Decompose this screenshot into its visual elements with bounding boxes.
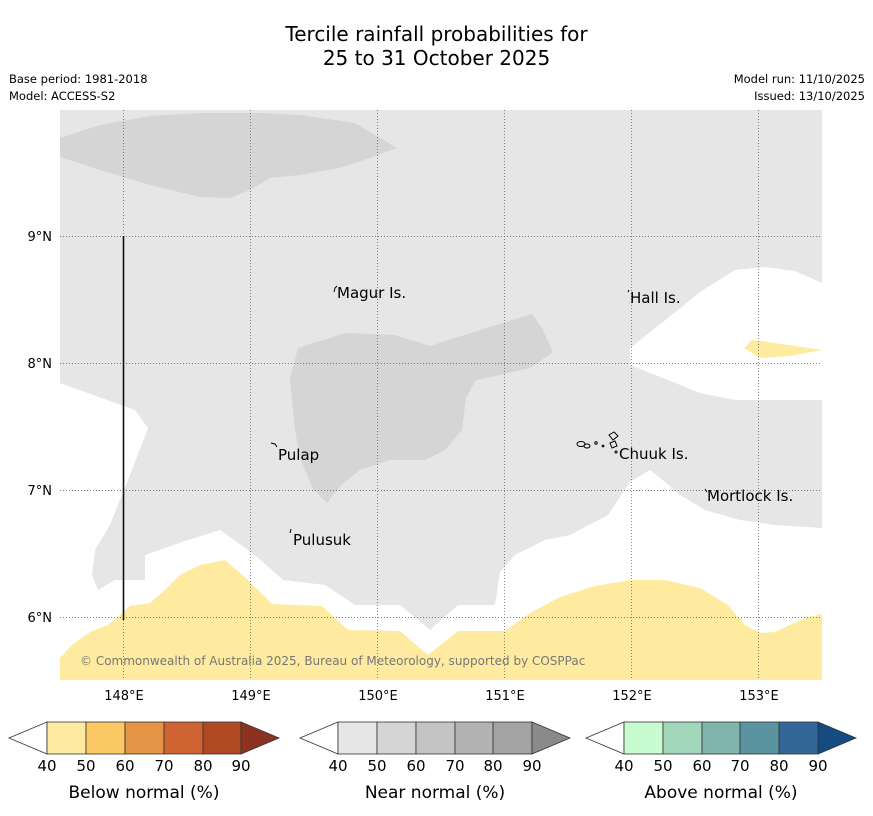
legend-above-tick-80: 80 [769, 757, 788, 775]
lon-tick-149: 149°E [231, 689, 271, 704]
legend-near-tick-80: 80 [483, 757, 502, 775]
legend-near-ticks: 40 50 60 70 80 90 [328, 757, 541, 775]
legend-above-tick-90: 90 [808, 757, 827, 775]
lat-tick-7: 7°N [28, 484, 53, 499]
legend-below-tick-50: 50 [76, 757, 95, 775]
lon-tick-150: 150°E [358, 689, 398, 704]
lat-tick-labels: 6°N 7°N 8°N 9°N [28, 230, 53, 626]
legend-above-normal [584, 721, 858, 755]
legend-above-under-arrow [584, 721, 625, 755]
pulap-island-shape [270, 442, 278, 448]
title-line-2: 25 to 31 October 2025 [322, 46, 551, 70]
lat-tick-8: 8°N [28, 357, 53, 372]
legend-near-swatch-5 [492, 721, 533, 755]
legend-above-swatch-5 [778, 721, 819, 755]
title-line-1: Tercile rainfall probabilities for [285, 22, 588, 46]
legend-near-title: Near normal (%) [365, 783, 505, 803]
legend-below-swatch-4 [163, 721, 204, 755]
legend-below-tick-60: 60 [115, 757, 134, 775]
legend-near-under-arrow [298, 721, 339, 755]
island-label-hall: Hall Is. [630, 289, 681, 307]
legend-above-swatch-3 [701, 721, 741, 755]
mortlock-island-shape [704, 488, 708, 493]
legend-below-swatch-5 [202, 721, 242, 755]
legend-below-title: Below normal (%) [69, 783, 220, 803]
legend-above-tick-60: 60 [692, 757, 711, 775]
lat-tick-6: 6°N [28, 611, 53, 626]
near-normal-50-region-north [60, 113, 397, 198]
pulusuk-island-shape [289, 528, 292, 534]
legend-near-swatch-2 [376, 721, 417, 755]
legend-below-swatch-2 [85, 721, 126, 755]
legend-below-tick-90: 90 [231, 757, 250, 775]
legend-below-swatch-1 [46, 721, 87, 755]
legend-above-over-arrow [817, 721, 858, 755]
island-label-chuuk: Chuuk Is. [619, 445, 688, 463]
lon-tick-151: 151°E [485, 689, 525, 704]
chart-title: Tercile rainfall probabilities for 25 to… [0, 22, 873, 70]
legend-below-tick-80: 80 [193, 757, 212, 775]
legend-above-title: Above normal (%) [644, 783, 797, 803]
island-shapes [270, 285, 708, 534]
lon-tick-152: 152°E [612, 689, 652, 704]
lon-tick-148: 148°E [104, 689, 144, 704]
legend-below-over-arrow [240, 721, 281, 755]
lon-tick-labels: 148°E 149°E 150°E 151°E 152°E 153°E [104, 689, 779, 704]
below-normal-40-region-east [744, 340, 822, 358]
legend-near-tick-90: 90 [522, 757, 541, 775]
lat-tick-9: 9°N [28, 230, 53, 245]
legend-near-normal [298, 721, 572, 755]
legend-above-swatch-1 [623, 721, 664, 755]
island-labels: Magur Is. Hall Is. Pulap Chuuk Is. Mortl… [278, 284, 793, 549]
issued-text: Issued: 13/10/2025 [754, 89, 865, 103]
legend-near-swatch-3 [415, 721, 456, 755]
island-label-mortlock: Mortlock Is. [707, 487, 793, 505]
legend-below-tick-70: 70 [154, 757, 173, 775]
legend-above-ticks: 40 50 60 70 80 90 [614, 757, 827, 775]
legend-near-swatch-1 [337, 721, 378, 755]
legend-above-tick-40: 40 [614, 757, 633, 775]
hall-island-shape [627, 289, 630, 293]
legend-above-tick-50: 50 [653, 757, 672, 775]
legend-near-swatch-4 [454, 721, 494, 755]
legend-near-tick-60: 60 [406, 757, 425, 775]
legend-near-tick-70: 70 [445, 757, 464, 775]
legend-near-tick-50: 50 [367, 757, 386, 775]
legend-below-swatch-3 [124, 721, 165, 755]
legend-below-under-arrow [7, 721, 48, 755]
magur-island-shape [333, 285, 338, 293]
island-label-magur: Magur Is. [337, 284, 406, 302]
lon-tick-153: 153°E [739, 689, 779, 704]
model-run-text: Model run: 11/10/2025 [733, 72, 865, 86]
base-period-text: Base period: 1981-2018 [9, 72, 148, 86]
legend-above-swatch-2 [662, 721, 703, 755]
map-area[interactable]: © Commonwealth of Australia 2025, Bureau… [60, 110, 822, 680]
legend-below-ticks: 40 50 60 70 80 90 [37, 757, 250, 775]
legend-above-swatch-4 [739, 721, 780, 755]
model-text: Model: ACCESS-S2 [9, 89, 116, 103]
legend-near-tick-40: 40 [328, 757, 347, 775]
chuuk-island-shapes [576, 431, 619, 454]
island-label-pulusuk: Pulusuk [293, 531, 351, 549]
legend-above-tick-70: 70 [730, 757, 749, 775]
meta-left: Base period: 1981-2018 Model: ACCESS-S2 [9, 71, 148, 105]
island-label-pulap: Pulap [278, 446, 319, 464]
legend-near-over-arrow [531, 721, 572, 755]
legend-below-tick-40: 40 [37, 757, 56, 775]
legend-below-normal [7, 721, 281, 755]
attribution-text: © Commonwealth of Australia 2025, Bureau… [80, 654, 585, 668]
near-normal-50-region-central [290, 314, 553, 503]
meta-right: Model run: 11/10/2025 Issued: 13/10/2025 [734, 71, 865, 105]
